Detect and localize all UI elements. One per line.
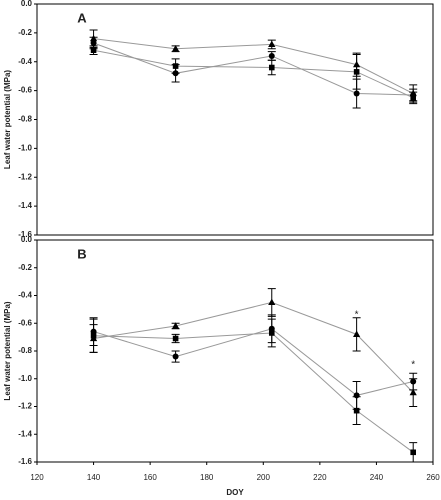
marker: [90, 332, 97, 339]
panel-label: B: [77, 246, 86, 261]
series-line: [93, 301, 414, 393]
marker: [410, 449, 416, 456]
marker: [90, 47, 97, 53]
marker: [268, 298, 276, 306]
y-tick-label: -0.2: [18, 28, 32, 37]
marker: [353, 69, 360, 75]
marker: [268, 64, 275, 71]
marker: [353, 407, 360, 414]
y-tick-label: -0.4: [18, 291, 32, 300]
y-tick-label: 0.0: [21, 0, 33, 8]
series-line: [93, 328, 414, 396]
y-tick-label: -0.6: [18, 318, 32, 327]
y-tick-label: -0.2: [18, 263, 32, 272]
plot-frame: [36, 239, 434, 463]
marker: [172, 353, 179, 360]
y-tick-label: -1.2: [18, 402, 32, 411]
x-tick-label: 240: [370, 473, 384, 482]
y-tick-label: 0.0: [21, 235, 33, 244]
panel-label: A: [77, 10, 87, 25]
marker: [268, 52, 275, 59]
x-tick-label: 180: [200, 473, 214, 482]
marker: [172, 322, 180, 329]
marker: [172, 63, 179, 69]
y-axis-label: Leaf water potential (MPa): [3, 70, 12, 169]
y-tick-label: -1.0: [18, 374, 32, 383]
y-tick-label: -0.4: [18, 57, 32, 66]
y-tick-label: -1.4: [18, 201, 32, 210]
y-tick-label: -0.8: [18, 115, 32, 124]
y-tick-label: -1.6: [18, 457, 32, 466]
series-line: [93, 49, 414, 99]
marker: [268, 330, 275, 336]
marker: [410, 378, 417, 385]
x-tick-label: 260: [426, 473, 440, 482]
annotation: *: [355, 310, 359, 321]
marker: [172, 44, 180, 52]
marker: [353, 330, 361, 337]
x-axis-label: DOY: [226, 488, 244, 497]
y-tick-label: -1.2: [18, 172, 32, 181]
x-tick-label: 120: [30, 473, 44, 482]
y-tick-label: -0.8: [18, 346, 32, 355]
series-line: [93, 38, 414, 94]
x-tick-label: 200: [257, 473, 271, 482]
y-tick-label: -0.6: [18, 86, 32, 95]
marker: [172, 335, 179, 342]
marker: [89, 34, 98, 42]
marker: [409, 388, 417, 396]
annotation: *: [411, 360, 415, 371]
marker: [268, 40, 276, 48]
marker: [410, 95, 416, 101]
y-tick-label: -1.4: [18, 429, 32, 438]
y-axis-label: Leaf water potential (MPa): [3, 301, 12, 400]
marker: [353, 90, 360, 97]
x-tick-label: 160: [143, 473, 157, 482]
series-line: [93, 332, 414, 453]
y-tick-label: -1.6: [18, 230, 32, 239]
y-tick-label: -1.0: [18, 143, 32, 152]
x-tick-label: 140: [87, 473, 101, 482]
x-tick-label: 220: [313, 473, 327, 482]
